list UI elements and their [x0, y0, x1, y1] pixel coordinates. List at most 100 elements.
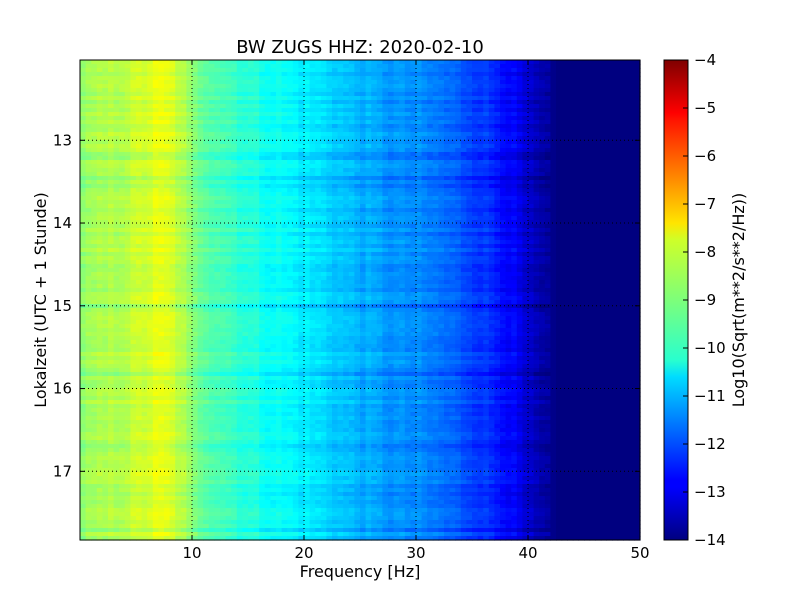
heatmap-cell [455, 240, 462, 245]
heatmap-cell [606, 164, 613, 169]
heatmap-cell [253, 120, 260, 125]
heatmap-cell [326, 60, 333, 65]
heatmap-cell [634, 180, 641, 185]
heatmap-cell [595, 252, 602, 257]
heatmap-cell [320, 96, 327, 101]
heatmap-cell [208, 92, 215, 97]
heatmap-cell [376, 124, 383, 129]
heatmap-cell [567, 152, 574, 157]
heatmap-cell [533, 192, 540, 197]
heatmap-cell [141, 128, 148, 133]
heatmap-cell [376, 60, 383, 65]
heatmap-cell [164, 108, 171, 113]
heatmap-cell [113, 116, 120, 121]
heatmap-cell [158, 152, 165, 157]
heatmap-cell [102, 216, 109, 221]
heatmap-cell [399, 156, 406, 161]
heatmap-cell [455, 132, 462, 137]
heatmap-cell [208, 248, 215, 253]
heatmap-cell [270, 68, 277, 73]
heatmap-cell [455, 236, 462, 241]
heatmap-cell [404, 120, 411, 125]
heatmap-cell [505, 244, 512, 249]
heatmap-cell [544, 212, 551, 217]
heatmap-cell [214, 148, 221, 153]
heatmap-cell [320, 236, 327, 241]
heatmap-cell [220, 188, 227, 193]
heatmap-cell [225, 108, 232, 113]
heatmap-cell [522, 176, 529, 181]
heatmap-cell [449, 124, 456, 129]
heatmap-cell [494, 200, 501, 205]
heatmap-cell [304, 196, 311, 201]
heatmap-cell [628, 168, 635, 173]
heatmap-cell [572, 104, 579, 109]
heatmap-cell [320, 180, 327, 185]
heatmap-cell [472, 88, 479, 93]
heatmap-cell [169, 124, 176, 129]
heatmap-cell [416, 180, 423, 185]
heatmap-cell [158, 224, 165, 229]
heatmap-cell [360, 184, 367, 189]
heatmap-cell [225, 148, 232, 153]
heatmap-cell [584, 188, 591, 193]
heatmap-cell [612, 252, 619, 257]
heatmap-cell [130, 244, 137, 249]
heatmap-cell [516, 92, 523, 97]
heatmap-cell [634, 212, 641, 217]
heatmap-cell [634, 248, 641, 253]
heatmap-cell [360, 224, 367, 229]
heatmap-cell [164, 140, 171, 145]
heatmap-cell [584, 132, 591, 137]
heatmap-cell [102, 164, 109, 169]
heatmap-cell [119, 100, 126, 105]
heatmap-cell [348, 108, 355, 113]
heatmap-cell [600, 156, 607, 161]
heatmap-cell [488, 236, 495, 241]
heatmap-cell [393, 172, 400, 177]
heatmap-cell [85, 232, 92, 237]
heatmap-cell [141, 96, 148, 101]
heatmap-cell [511, 112, 518, 117]
heatmap-cell [628, 236, 635, 241]
heatmap-cell [600, 120, 607, 125]
heatmap-cell [169, 184, 176, 189]
heatmap-cell [365, 128, 372, 133]
heatmap-cell [309, 196, 316, 201]
heatmap-cell [410, 212, 417, 217]
heatmap-cell [539, 244, 546, 249]
heatmap-cell [320, 168, 327, 173]
heatmap-cell [320, 116, 327, 121]
heatmap-cell [365, 132, 372, 137]
heatmap-cell [102, 144, 109, 149]
heatmap-cell [421, 148, 428, 153]
heatmap-cell [337, 228, 344, 233]
heatmap-cell [164, 168, 171, 173]
heatmap-cell [136, 164, 143, 169]
heatmap-cell [404, 192, 411, 197]
heatmap-cell [242, 172, 249, 177]
heatmap-cell [208, 108, 215, 113]
heatmap-cell [488, 176, 495, 181]
heatmap-cell [444, 168, 451, 173]
heatmap-cell [276, 252, 283, 257]
heatmap-cell [80, 148, 87, 153]
heatmap-cell [337, 72, 344, 77]
heatmap-cell [91, 68, 98, 73]
heatmap-cell [623, 148, 630, 153]
heatmap-cell [197, 92, 204, 97]
heatmap-cell [197, 124, 204, 129]
heatmap-cell [505, 172, 512, 177]
heatmap-cell [281, 112, 288, 117]
heatmap-cell [298, 236, 305, 241]
heatmap-cell [584, 148, 591, 153]
heatmap-cell [136, 100, 143, 105]
heatmap-cell [152, 236, 159, 241]
heatmap-cell [483, 172, 490, 177]
heatmap-cell [617, 112, 624, 117]
heatmap-cell [516, 112, 523, 117]
heatmap-cell [567, 168, 574, 173]
heatmap-cell [320, 204, 327, 209]
heatmap-cell [421, 212, 428, 217]
heatmap-cell [561, 188, 568, 193]
